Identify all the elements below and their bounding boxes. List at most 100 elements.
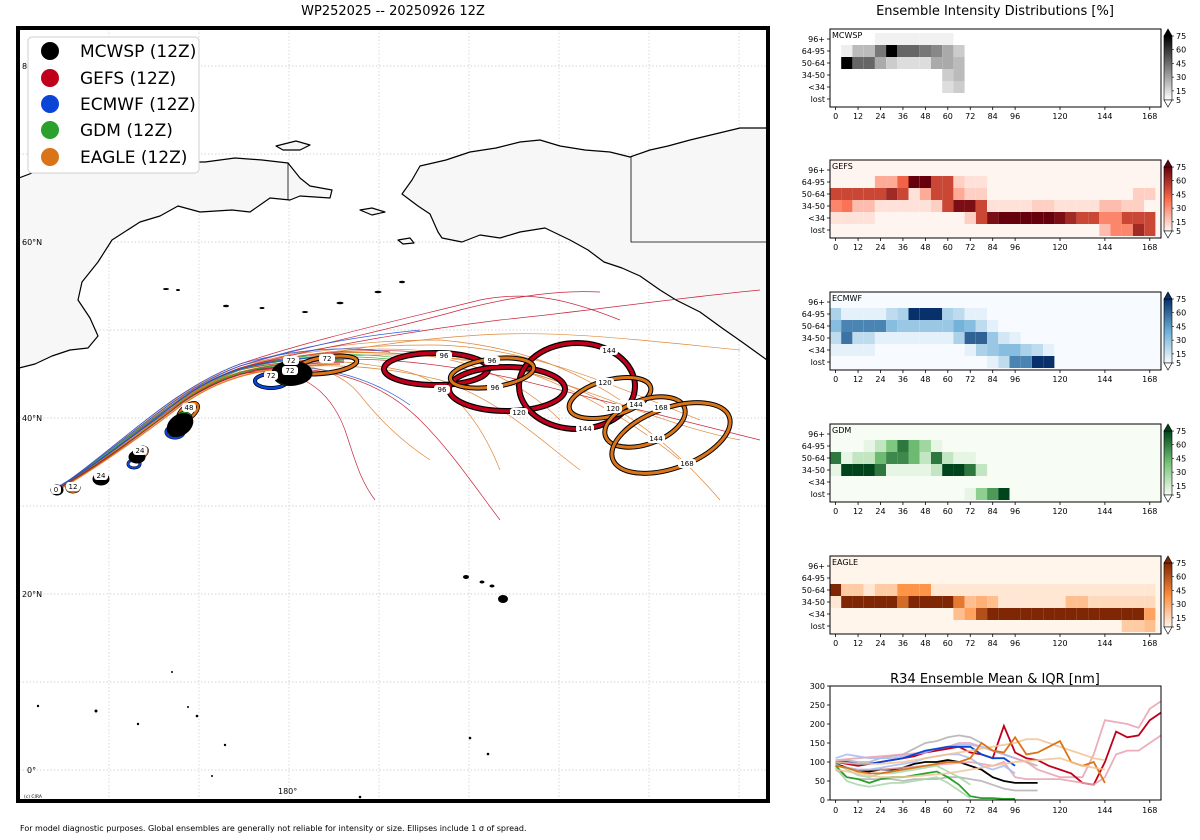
legend-marker-mcwsp <box>41 42 59 60</box>
heatmap-cell <box>830 332 842 344</box>
heatmap-cell <box>897 584 909 596</box>
heatmap-cell <box>975 320 988 332</box>
heatmap-cell <box>874 332 887 344</box>
r34-y-tick-label: 150 <box>810 739 825 748</box>
r34-line-gdm-mean <box>834 765 1016 800</box>
alaska-landmass <box>401 127 767 361</box>
y-tick-label: 34-50 <box>802 71 825 80</box>
heatmap-frame <box>829 423 1162 503</box>
heatmap-cell <box>852 596 864 608</box>
heatmap-cell <box>1121 596 1133 608</box>
heatmap-cell <box>942 45 954 57</box>
heatmap-cell <box>931 45 943 57</box>
heatmap-cell <box>1132 608 1145 620</box>
y-tick-label: 64-95 <box>802 178 825 187</box>
legend-label-gefs: GEFS (12Z) <box>80 69 176 89</box>
colorbar-tick-label: 75 <box>1176 32 1186 41</box>
x-tick-label: 48 <box>920 639 930 648</box>
heatmap-cell <box>1020 608 1032 620</box>
colorbar-tick-label: 45 <box>1176 454 1186 463</box>
heatmap-cell <box>998 488 1010 500</box>
r34-line-eagle-iqr <box>835 757 1106 779</box>
legend-marker-ecmwf <box>41 95 59 113</box>
heatmap-cell <box>1020 212 1032 224</box>
intensity-title: Ensemble Intensity Distributions [%] <box>876 4 1114 19</box>
y-tick-label: 34-50 <box>802 334 825 343</box>
heatmap-cell <box>897 332 909 344</box>
heatmap-cell <box>919 332 931 344</box>
heatmap-cell <box>908 176 920 188</box>
r34-y-tick-label: 0 <box>820 796 825 805</box>
r34-y-tick-label: 100 <box>810 758 825 767</box>
svg-text:24: 24 <box>97 472 106 480</box>
colorbar-ramp <box>1163 298 1173 364</box>
heatmap-panel-mcwsp: MCWSP 96+ 64-95 50-64 34-50 <34 lost 0 12 24 36 48 6… <box>802 28 1186 121</box>
heatmap-cell <box>897 464 909 476</box>
heatmap-panel-gefs: GEFS 96+ 64-95 50-64 34-50 <34 lost 0 12 24 36 48 60… <box>802 159 1186 252</box>
colorbar-ramp <box>1163 562 1173 628</box>
heatmap-cell <box>852 584 864 596</box>
heatmap-cell <box>852 57 864 69</box>
x-tick-label: 0 <box>833 639 838 648</box>
colorbar: 515 30 45 60 75 <box>1163 28 1186 108</box>
heatmap-cell <box>931 200 943 212</box>
colorbar-min-arrow <box>1163 626 1173 635</box>
svg-text:96: 96 <box>491 384 500 392</box>
heatmap-cell <box>886 188 898 200</box>
heatmap-cell <box>1088 200 1100 212</box>
heatmap-cell <box>931 57 943 69</box>
heatmap-cell <box>975 332 988 344</box>
heatmap-frame <box>829 28 1162 108</box>
heatmap-cell <box>863 344 875 356</box>
heatmap-cell <box>953 308 965 320</box>
colorbar-tick-label: 15 <box>1176 87 1186 96</box>
intensity-heatmaps: MCWSP 96+ 64-95 50-64 34-50 <34 lost 0 12 24 36 48 6… <box>802 28 1186 648</box>
heatmap-cell <box>897 440 909 452</box>
x-tick-label: 168 <box>1142 375 1157 384</box>
heatmap-cell <box>1110 584 1122 596</box>
colorbar-ramp <box>1163 166 1173 232</box>
y-tick-label: 34-50 <box>802 466 825 475</box>
y-tick-label: 50-64 <box>802 586 825 595</box>
heatmap-cell <box>1009 356 1021 368</box>
x-tick-label: 48 <box>920 112 930 121</box>
heatmap-cell <box>975 584 988 596</box>
heatmap-cell <box>830 452 842 464</box>
y-tick-label: 34-50 <box>802 202 825 211</box>
lat-label-20n: 20°N <box>22 590 42 599</box>
r34-x-tick-label: 120 <box>1052 806 1067 815</box>
heatmap-cell <box>830 308 842 320</box>
colorbar-min-arrow <box>1163 99 1173 108</box>
heatmap-cell <box>953 57 965 69</box>
colorbar-tick-label: 45 <box>1176 59 1186 68</box>
heatmap-cell <box>919 188 931 200</box>
heatmap-cell <box>874 45 887 57</box>
heatmap-cell <box>931 176 943 188</box>
heatmap-cell <box>908 57 920 69</box>
heatmap-cell <box>1020 356 1032 368</box>
hawaiian-islands <box>463 575 508 603</box>
colorbar-ramp <box>1163 35 1173 101</box>
lat-label-eq: 0° <box>27 766 36 775</box>
heatmap-cell <box>987 344 999 356</box>
heatmap-cell <box>1009 332 1021 344</box>
x-tick-label: 48 <box>920 507 930 516</box>
heatmap-cell <box>1009 200 1021 212</box>
heatmap-cell <box>1144 188 1156 200</box>
heatmap-cell <box>841 344 853 356</box>
heatmap-cell <box>919 440 931 452</box>
x-tick-label: 144 <box>1097 112 1112 121</box>
x-tick-label: 36 <box>898 507 908 516</box>
r34-x-tick-label: 12 <box>853 806 863 815</box>
r34-line-mcwsp-iqr <box>835 768 1038 792</box>
x-tick-label: 12 <box>853 507 863 516</box>
heatmap-cell <box>1032 212 1044 224</box>
y-tick-label: lost <box>811 95 825 104</box>
x-tick-label: 48 <box>920 243 930 252</box>
r34-x-tick-label: 0 <box>833 806 838 815</box>
heatmap-cell <box>830 596 842 608</box>
y-tick-label: 96+ <box>808 430 825 439</box>
heatmap-cell <box>897 45 909 57</box>
x-tick-label: 168 <box>1142 112 1157 121</box>
r34-x-tick-label: 36 <box>898 806 908 815</box>
